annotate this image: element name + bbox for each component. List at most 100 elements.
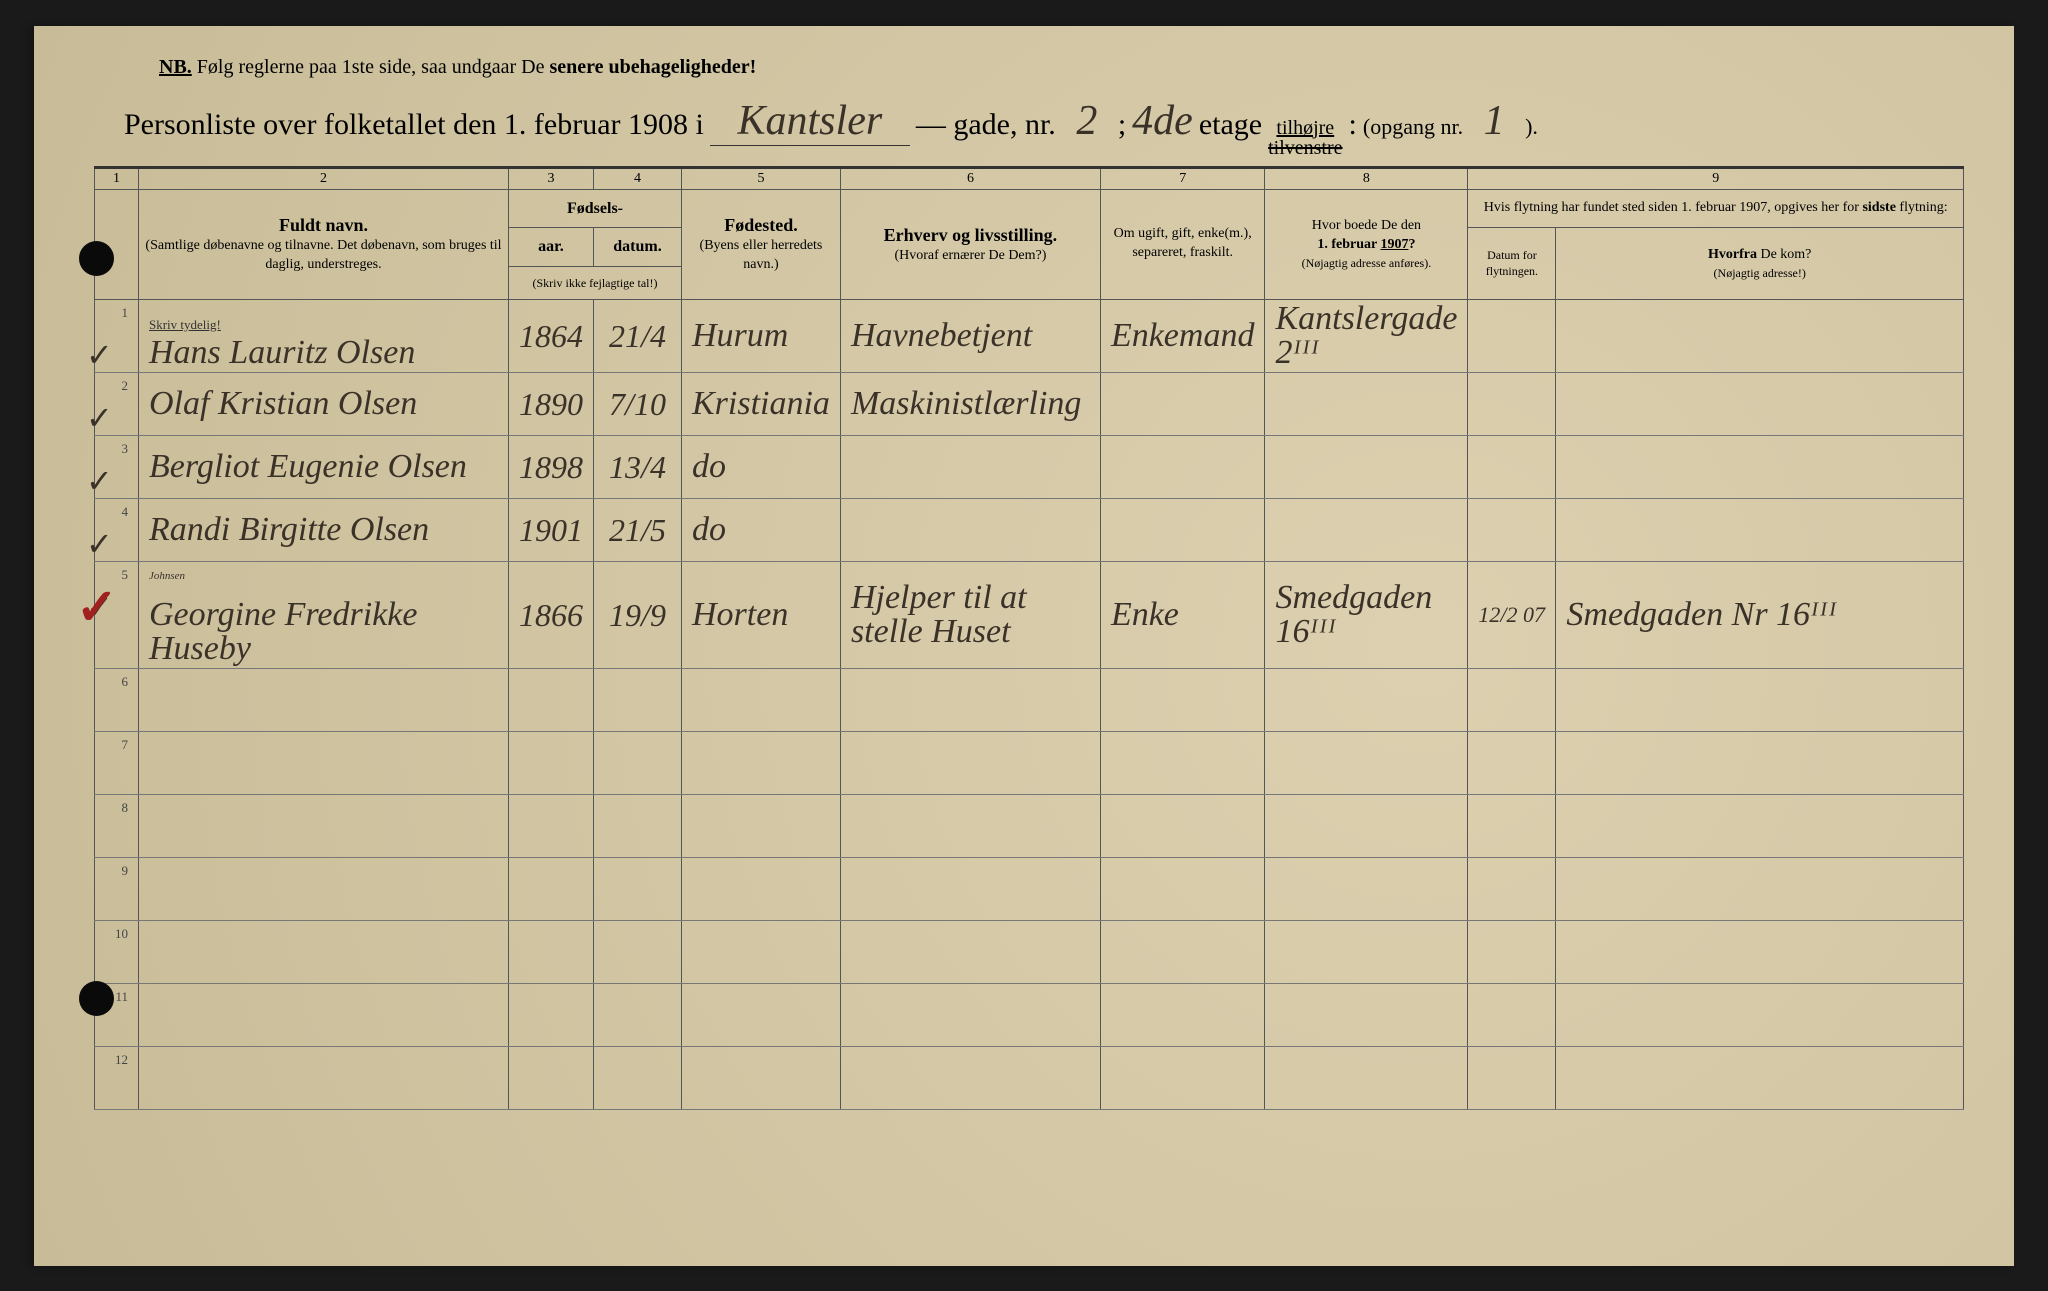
colnum: 5 — [682, 169, 841, 190]
street-number: 2 — [1062, 97, 1112, 145]
col-year: aar. — [509, 228, 594, 267]
table-row: 1Skriv tydelig!Hans Lauritz Olsen186421/… — [95, 299, 1964, 372]
semicolon: ; — [1118, 108, 1126, 142]
cell-occupation: Havnebetjent — [840, 299, 1100, 372]
cell-move-date — [1468, 372, 1556, 435]
cell-date — [594, 857, 682, 920]
row-number: 6 — [95, 668, 139, 731]
row-number: 10 — [95, 920, 139, 983]
cell-year — [509, 857, 594, 920]
cell-date: 19/9 — [594, 561, 682, 668]
cell-status — [1100, 731, 1265, 794]
cell-birthplace: do — [682, 435, 841, 498]
cell-move-from — [1556, 1046, 1964, 1109]
header-row: Fuldt navn. (Samtlige døbenavne og tilna… — [95, 189, 1964, 228]
cell-year: 1901 — [509, 498, 594, 561]
col-birth-note: (Skriv ikke fejlagtige tal!) — [509, 266, 682, 299]
row-number: 12 — [95, 1046, 139, 1109]
cell-occupation — [840, 668, 1100, 731]
cell-addr-1907 — [1265, 983, 1468, 1046]
cell-name — [139, 1046, 509, 1109]
cell-move-date — [1468, 794, 1556, 857]
side-right: tilhøjre — [1276, 118, 1334, 138]
title-prefix: Personliste over folketallet den 1. febr… — [124, 108, 704, 142]
cell-addr-1907: Kantslergade 2ᴵᴵᴵ — [1265, 299, 1468, 372]
cell-move-from — [1556, 498, 1964, 561]
cell-name — [139, 983, 509, 1046]
cell-move-date — [1468, 857, 1556, 920]
col-name: Fuldt navn. (Samtlige døbenavne og tilna… — [139, 189, 509, 299]
cell-name: JohnsenGeorgine Fredrikke Huseby — [139, 561, 509, 668]
punch-hole — [79, 241, 114, 276]
colnum: 3 — [509, 169, 594, 190]
cell-name — [139, 794, 509, 857]
cell-status — [1100, 498, 1265, 561]
cell-addr-1907 — [1265, 372, 1468, 435]
col-occupation: Erhverv og livsstilling. (Hvoraf ernærer… — [840, 189, 1100, 299]
cell-occupation — [840, 435, 1100, 498]
cell-addr-1907 — [1265, 1046, 1468, 1109]
cell-birthplace — [682, 1046, 841, 1109]
street-name: Kantsler — [710, 97, 910, 146]
col-status: Om ugift, gift, enke(m.), separeret, fra… — [1100, 189, 1265, 299]
cell-name — [139, 731, 509, 794]
cell-name: Randi Birgitte Olsen — [139, 498, 509, 561]
cell-occupation — [840, 920, 1100, 983]
col-birthplace: Fødested. (Byens eller herredets navn.) — [682, 189, 841, 299]
checkmark-icon: ✓ — [86, 525, 113, 563]
cell-status — [1100, 794, 1265, 857]
cell-name — [139, 857, 509, 920]
cell-move-from — [1556, 668, 1964, 731]
table-row: 8 — [95, 794, 1964, 857]
cell-birthplace — [682, 857, 841, 920]
colnum: 6 — [840, 169, 1100, 190]
gade-label: — gade, nr. — [916, 108, 1056, 142]
checkmark-icon: ✓ — [86, 336, 113, 374]
colnum: 7 — [1100, 169, 1265, 190]
cell-addr-1907 — [1265, 920, 1468, 983]
cell-occupation — [840, 1046, 1100, 1109]
row-number: 9 — [95, 857, 139, 920]
checkmark-icon: ✓ — [86, 399, 113, 437]
cell-birthplace: Horten — [682, 561, 841, 668]
cell-year — [509, 731, 594, 794]
cell-addr-1907: Smedgaden 16ᴵᴵᴵ — [1265, 561, 1468, 668]
colnum: 9 — [1468, 169, 1964, 190]
cell-date — [594, 794, 682, 857]
cell-addr-1907 — [1265, 857, 1468, 920]
cell-status — [1100, 983, 1265, 1046]
cell-move-from — [1556, 731, 1964, 794]
cell-birthplace: do — [682, 498, 841, 561]
cell-move-from — [1556, 372, 1964, 435]
cell-year: 1864 — [509, 299, 594, 372]
cell-birthplace — [682, 668, 841, 731]
col-move-group: Hvis flytning har fundet sted siden 1. f… — [1468, 189, 1964, 228]
close-paren: ). — [1525, 114, 1538, 140]
cell-birthplace: Kristiania — [682, 372, 841, 435]
table-row: 9 — [95, 857, 1964, 920]
cell-occupation: Hjelper til at stelle Huset — [840, 561, 1100, 668]
table-row: 12 — [95, 1046, 1964, 1109]
row-number: 7 — [95, 731, 139, 794]
etage-label: etage — [1199, 108, 1262, 142]
cell-move-date — [1468, 668, 1556, 731]
cell-occupation: Maskinistlærling — [840, 372, 1100, 435]
cell-move-date — [1468, 731, 1556, 794]
col-move-from: Hvorfra De kom? (Nøjagtig adresse!) — [1556, 228, 1964, 300]
entrance-number: 1 — [1469, 97, 1519, 145]
cell-move-from — [1556, 983, 1964, 1046]
nb-warning: NB. Følg reglerne paa 1ste side, saa und… — [159, 56, 1964, 79]
table-row: 3Bergliot Eugenie Olsen189813/4do — [95, 435, 1964, 498]
colnum: 4 — [594, 169, 682, 190]
cell-year: 1866 — [509, 561, 594, 668]
colon: : — [1349, 108, 1357, 142]
cell-date — [594, 1046, 682, 1109]
colnum: 8 — [1265, 169, 1468, 190]
colnum: 2 — [139, 169, 509, 190]
opgang-label: (opgang nr. — [1363, 114, 1463, 140]
cell-status — [1100, 435, 1265, 498]
cell-move-date: 12/2 07 — [1468, 561, 1556, 668]
cell-status — [1100, 857, 1265, 920]
table-row: 11 — [95, 983, 1964, 1046]
cell-year: 1898 — [509, 435, 594, 498]
